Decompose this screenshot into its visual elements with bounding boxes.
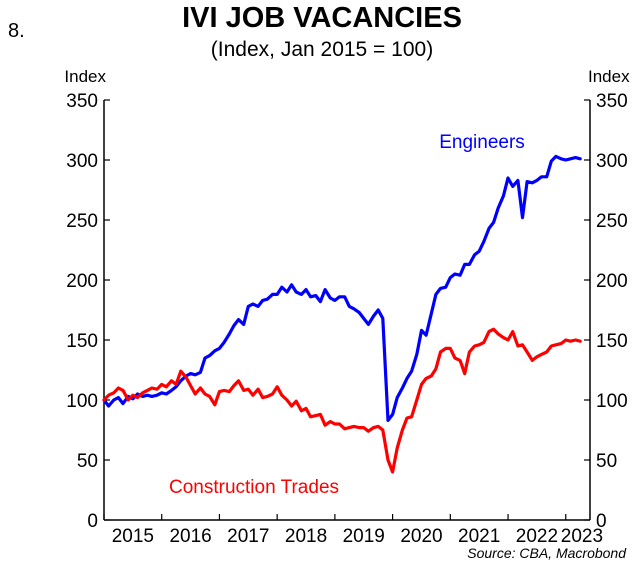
y-tick-label-left: 0	[87, 511, 98, 532]
x-tick-label: 2018	[285, 526, 327, 547]
y-tick-label-left: 150	[66, 331, 98, 352]
series-label-construction-trades: Construction Trades	[169, 477, 339, 498]
y-tick-label-right: 350	[596, 91, 628, 112]
y-tick-label-right: 100	[596, 391, 628, 412]
x-tick-label: 2022	[516, 526, 558, 547]
y-tick-label-left: 100	[66, 391, 98, 412]
x-tick-label: 2015	[112, 526, 154, 547]
series-line-engineers	[102, 154, 582, 422]
series-label-engineers: Engineers	[439, 132, 525, 153]
source-note: Source: CBA, Macrobond	[467, 545, 626, 561]
y-tick-label-left: 300	[66, 151, 98, 172]
x-tick-label: 2023	[561, 526, 603, 547]
y-tick-label-left: 350	[66, 91, 98, 112]
y-axis-title-right: Index	[588, 67, 630, 86]
y-tick-label-left: 50	[77, 451, 98, 472]
y-tick-label-right: 250	[596, 211, 628, 232]
chart-title: IVI JOB VACANCIES	[182, 2, 462, 34]
y-axis-title-left: Index	[64, 67, 106, 86]
y-tick-label-left: 200	[66, 271, 98, 292]
figure-number: 8.	[8, 20, 25, 42]
y-tick-label-left: 250	[66, 211, 98, 232]
x-tick-label: 2019	[343, 526, 385, 547]
chart-subtitle: (Index, Jan 2015 = 100)	[210, 38, 434, 61]
x-tick-label: 2021	[458, 526, 500, 547]
y-tick-label-right: 0	[596, 511, 607, 532]
x-tick-label: 2016	[169, 526, 211, 547]
y-tick-label-right: 300	[596, 151, 628, 172]
y-tick-label-right: 50	[596, 451, 617, 472]
series-line-construction-trades	[102, 327, 582, 474]
y-tick-label-right: 150	[596, 331, 628, 352]
x-tick-label: 2017	[227, 526, 269, 547]
x-tick-label: 2020	[400, 526, 442, 547]
y-tick-label-right: 200	[596, 271, 628, 292]
